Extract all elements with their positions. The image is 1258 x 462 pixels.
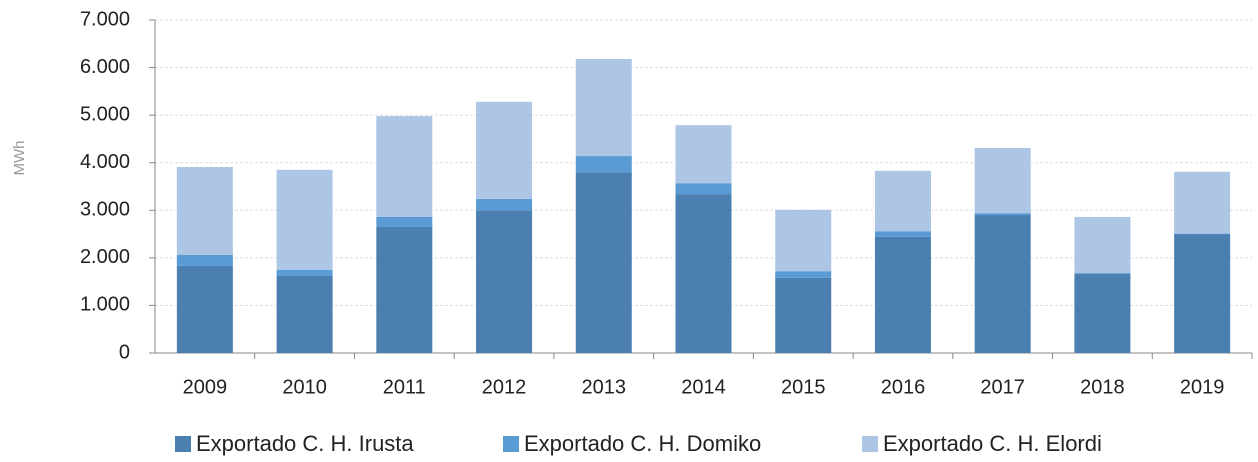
x-tick-label: 2016 (881, 376, 926, 398)
bar-segment (575, 172, 632, 353)
x-tick-label: 2013 (582, 376, 627, 398)
bar-segment (775, 271, 832, 278)
legend-label: Exportado C. H. Irusta (196, 431, 414, 456)
x-tick-label: 2018 (1080, 376, 1125, 398)
y-tick-label: 3.000 (80, 199, 130, 221)
bar-segment (276, 269, 333, 276)
x-tick-label: 2019 (1180, 376, 1225, 398)
bar-segment (974, 215, 1031, 353)
y-tick-label: 5.000 (80, 103, 130, 125)
x-tick-label: 2010 (282, 376, 327, 398)
bar-segment (1074, 216, 1131, 274)
y-axis-label: MWh (11, 141, 28, 176)
bar-segment (675, 194, 732, 353)
bar-segment (476, 198, 533, 211)
legend-swatch (503, 436, 519, 452)
y-tick-label: 2.000 (80, 246, 130, 268)
bar-segment (176, 166, 233, 256)
bar-segment (575, 156, 632, 173)
bar-segment (276, 169, 333, 270)
bar-segment (476, 210, 533, 353)
bar-segment (176, 255, 233, 266)
y-tick-label: 1.000 (80, 294, 130, 316)
bar-segment (874, 231, 931, 237)
bar-segment (276, 275, 333, 353)
bar-segment (1074, 273, 1131, 275)
x-tick-label: 2017 (980, 376, 1025, 398)
legend-swatch (862, 436, 878, 452)
y-tick-label: 0 (119, 341, 130, 363)
bar-segment (1074, 274, 1131, 353)
x-tick-label: 2015 (781, 376, 826, 398)
bar-segment (1174, 234, 1231, 353)
bar-segment (974, 213, 1031, 216)
legend-swatch (175, 436, 191, 452)
bar-segment (874, 170, 931, 232)
bar-segment (874, 236, 931, 353)
x-tick-label: 2014 (681, 376, 726, 398)
bar-segment (176, 265, 233, 353)
bar-segment (775, 277, 832, 353)
bar-segment (476, 101, 533, 199)
bar-segment (974, 147, 1031, 214)
y-tick-label: 6.000 (80, 56, 130, 78)
bar-segment (376, 116, 433, 217)
bar-segment (675, 125, 732, 184)
x-tick-label: 2009 (183, 376, 228, 398)
legend-label: Exportado C. H. Elordi (883, 431, 1102, 456)
bar-segment (775, 209, 832, 272)
bar-segment (1174, 171, 1231, 234)
bar-segment (675, 183, 732, 195)
x-tick-label: 2011 (383, 376, 426, 398)
y-tick-label: 7.000 (80, 8, 130, 30)
bar-segment (376, 216, 433, 227)
bar-segment (376, 226, 433, 353)
bar-segment (575, 59, 632, 157)
y-tick-label: 4.000 (80, 151, 130, 173)
x-tick-label: 2012 (482, 376, 527, 398)
legend-label: Exportado C. H. Domiko (524, 431, 761, 456)
